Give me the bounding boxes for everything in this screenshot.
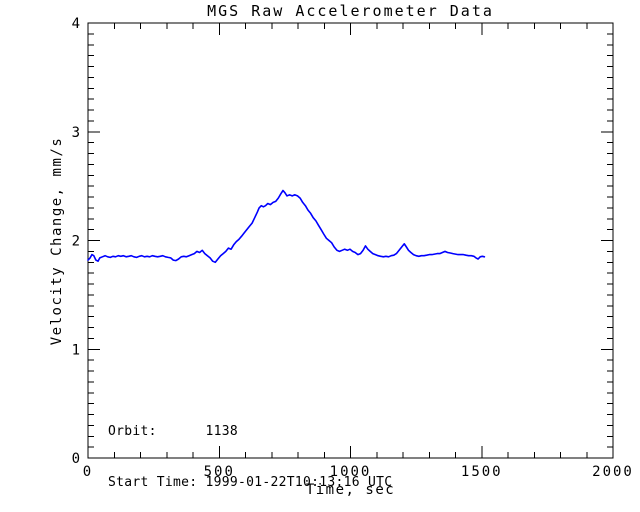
y-tick-label: 1 [72, 342, 82, 358]
x-tick-label: 1000 [330, 464, 372, 480]
x-tick-label: 1500 [461, 464, 503, 480]
data-line-velocity-change [87, 189, 486, 264]
x-tick-label: 500 [204, 464, 235, 480]
annotation-block: Orbit: 1138 Start Time: 1999-01-22T10:13… [108, 389, 392, 512]
y-tick-label: 0 [72, 451, 82, 467]
y-tick-label: 2 [72, 234, 82, 250]
y-tick-label: 4 [72, 16, 82, 32]
y-tick-label: 3 [72, 125, 82, 141]
x-tick-label: 0 [83, 464, 93, 480]
x-tick-label: 2000 [592, 464, 634, 480]
chart-title: MGS Raw Accelerometer Data [207, 2, 494, 20]
x-axis-label: Time, sec [305, 482, 396, 498]
annotation-orbit: Orbit: 1138 [108, 424, 239, 439]
annotation-start-time: Start Time: 1999-01-22T10:13:16 UTC [108, 475, 393, 490]
